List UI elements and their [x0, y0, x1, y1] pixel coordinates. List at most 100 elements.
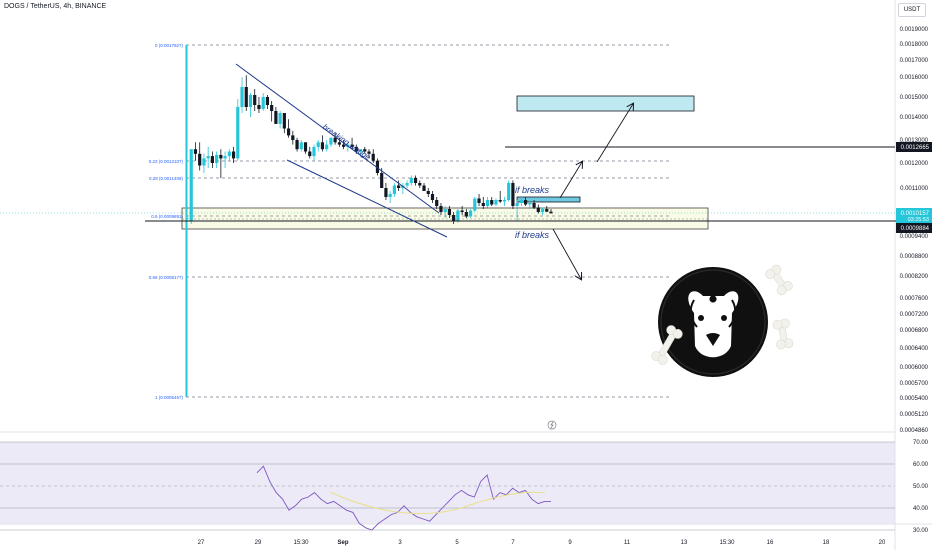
- candle: [325, 140, 329, 152]
- candle: [464, 209, 468, 218]
- time-axis-tick: 16: [767, 540, 774, 546]
- candle: [308, 146, 312, 159]
- candle: [286, 119, 291, 138]
- candle: [198, 142, 202, 171]
- candle: [409, 175, 413, 186]
- candle: [240, 77, 244, 113]
- rsi-moving-average: [329, 491, 546, 515]
- candle: [270, 101, 274, 122]
- candle: [320, 135, 325, 152]
- time-axis-tick: 3: [398, 540, 402, 546]
- candle: [371, 149, 375, 163]
- candle: [261, 93, 265, 111]
- rsi-line: [256, 465, 551, 531]
- candle: [189, 149, 193, 224]
- fib-level-label: 1 (0.0005457): [155, 395, 184, 400]
- candle: [215, 151, 219, 168]
- breakout-zone: [516, 196, 581, 203]
- candle: [375, 158, 380, 176]
- candle: [337, 137, 341, 147]
- price-axis-tick: 0.0007600: [900, 296, 929, 302]
- time-axis-tick: 20: [879, 540, 886, 546]
- annotation-breaking-wedge: breaking wedge: [321, 122, 373, 162]
- time-axis-tick: 15:30: [719, 540, 735, 546]
- candle: [468, 209, 473, 218]
- price-axis-tick: 0.0014000: [900, 115, 929, 121]
- candle: [490, 197, 494, 206]
- countdown-label: 03:25:53: [908, 217, 929, 223]
- price-axis-tick: 0.0011000: [900, 186, 929, 192]
- time-axis-tick: 7: [511, 540, 515, 546]
- price-axis-tick: 0.0005700: [900, 381, 929, 387]
- candle: [473, 197, 477, 212]
- time-axis-tick: 18: [823, 540, 830, 546]
- price-axis-tick: 0.0008800: [900, 254, 929, 260]
- candle: [278, 111, 282, 129]
- dogs-logo-icon: [651, 264, 794, 377]
- candle: [231, 146, 236, 163]
- price-axis-tick: 0.0016000: [900, 75, 929, 81]
- candle: [536, 204, 540, 214]
- candle: [248, 93, 253, 117]
- price-axis-tick: 0.0009400: [900, 234, 929, 240]
- candle: [193, 142, 198, 161]
- currency-unit-button[interactable]: USDT: [898, 3, 926, 17]
- bone-icon: [651, 325, 683, 365]
- candle: [447, 206, 452, 218]
- candle: [291, 130, 295, 145]
- candle: [405, 180, 409, 188]
- candle: [443, 206, 447, 218]
- rsi-axis-tick: 60.00: [913, 462, 929, 468]
- price-label: 0.0009884: [901, 226, 930, 232]
- candle: [519, 197, 523, 206]
- candle: [299, 140, 303, 152]
- price-axis-tick: 0.0015000: [900, 95, 929, 101]
- rsi-axis-tick: 50.00: [913, 484, 929, 490]
- candle: [253, 89, 257, 111]
- candle: [363, 146, 367, 154]
- candle: [265, 95, 270, 109]
- candle: [494, 198, 498, 206]
- target-arrow: [596, 104, 633, 163]
- breakout-arrow: [559, 162, 582, 199]
- bone-icon: [772, 318, 794, 350]
- candle: [435, 197, 439, 209]
- candle: [274, 107, 278, 124]
- candle: [485, 197, 490, 208]
- price-axis-tick: 0.0019000: [900, 27, 929, 33]
- candle: [227, 149, 231, 161]
- candle: [312, 144, 316, 161]
- lightning-icon: [547, 420, 557, 430]
- time-axis-tick: 9: [568, 540, 572, 546]
- candle: [460, 206, 464, 215]
- candle: [481, 197, 485, 209]
- time-axis-tick: Sep: [337, 540, 348, 546]
- candle: [418, 180, 422, 188]
- annotation-if-breaks-down: if breaks: [515, 230, 550, 240]
- candle: [422, 183, 426, 191]
- candle: [413, 175, 418, 186]
- candle: [333, 133, 337, 145]
- candle: [350, 137, 354, 150]
- candle: [532, 200, 536, 209]
- candle: [210, 151, 214, 168]
- target-zone: [516, 95, 695, 112]
- candle: [549, 209, 553, 214]
- price-axis-tick: 0.0006800: [900, 328, 929, 334]
- candle: [329, 137, 333, 147]
- candle: [342, 140, 346, 150]
- candle: [511, 180, 515, 209]
- candle: [540, 207, 545, 215]
- fib-level-label: 0.66 (0.0008177): [149, 275, 184, 280]
- price-axis-tick: 0.0004860: [900, 428, 929, 434]
- rsi-axis-tick: 70.00: [913, 440, 929, 446]
- fib-level-label: 0.5 (0.0009891): [151, 214, 183, 219]
- candle: [223, 151, 227, 168]
- time-axis-tick: 29: [255, 540, 262, 546]
- candle: [392, 183, 396, 197]
- candle: [545, 206, 549, 212]
- price-axis-tick: 0.0008200: [900, 274, 929, 280]
- candle: [456, 209, 460, 223]
- candle: [528, 200, 532, 209]
